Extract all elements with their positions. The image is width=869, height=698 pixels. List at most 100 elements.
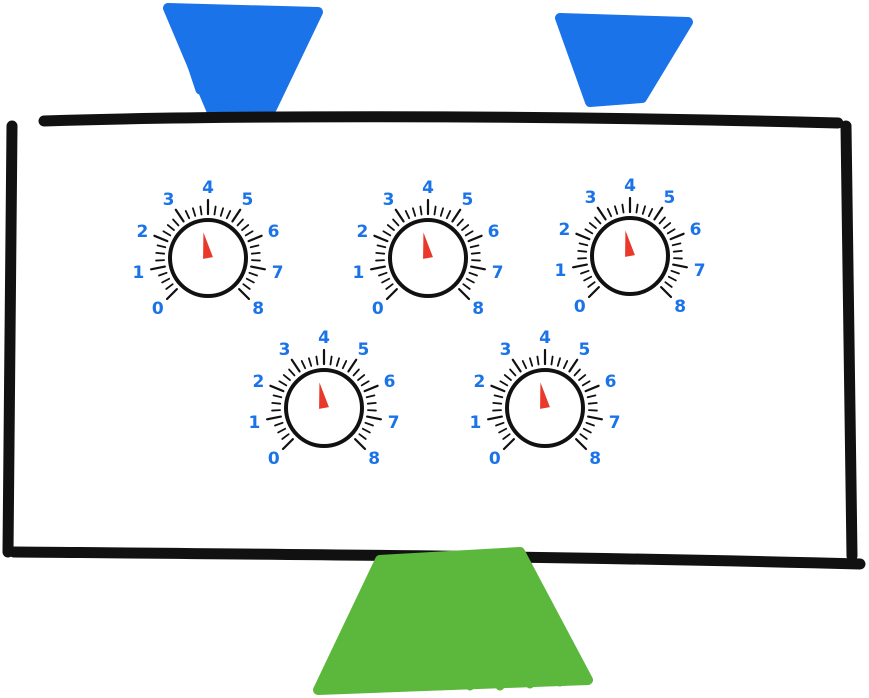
knob-tick	[468, 271, 478, 277]
knob-tick	[266, 415, 282, 421]
knob-tick	[347, 358, 358, 373]
knob-tick	[244, 230, 254, 237]
knob-tick	[241, 224, 250, 231]
knob-tick	[606, 208, 613, 218]
knob-tick	[664, 281, 673, 288]
knob[interactable]: 01 23 4 56 78	[469, 328, 620, 469]
main-box	[2, 111, 866, 570]
knob-tick	[445, 210, 452, 220]
knob-tick	[660, 286, 673, 299]
knob-tick	[572, 263, 588, 269]
knob-tick	[271, 402, 282, 405]
knob-tick	[165, 288, 178, 301]
knob-tick	[352, 368, 360, 377]
knob-tick	[341, 360, 348, 370]
knob-tick	[439, 207, 444, 217]
knob-tick	[360, 380, 370, 387]
knob-scale-label: 4	[422, 178, 434, 198]
knob-tick	[456, 218, 464, 227]
knob-tick	[490, 384, 506, 393]
knob[interactable]: 01 23 4 56 78	[352, 178, 503, 319]
knob-pointer	[203, 232, 213, 259]
blue-funnel-left	[163, 3, 323, 121]
knob-scale-label: 2	[252, 372, 264, 392]
knob-tick	[381, 277, 391, 284]
knob-scale-label: 2	[558, 220, 570, 240]
knob-tick	[499, 380, 509, 387]
knob-tick	[487, 415, 503, 421]
knob-tick	[373, 234, 389, 243]
knob-tick	[315, 355, 319, 366]
knob-scale-label: 7	[388, 413, 400, 433]
knob-tick	[382, 230, 392, 237]
knob-dial[interactable]	[590, 216, 670, 296]
knob-tick	[578, 242, 589, 247]
knob-scale-label: 1	[469, 413, 481, 433]
knob-tick	[242, 283, 251, 290]
knob-tick	[521, 360, 528, 370]
knob-tick	[587, 415, 603, 421]
knob-scale-label: 1	[132, 263, 144, 283]
knob-tick	[584, 228, 594, 235]
knob-tick	[667, 275, 677, 282]
knob-tick	[594, 216, 602, 225]
knob-tick	[365, 394, 376, 399]
knob-scale-label: 1	[554, 261, 566, 281]
knob-scale-label: 0	[268, 449, 280, 469]
knob-tick	[166, 224, 175, 231]
knob-tick	[404, 210, 411, 220]
knob-tick	[165, 283, 174, 290]
knob[interactable]: 01 23 4 56 78	[248, 328, 399, 469]
knob-tick	[361, 427, 371, 434]
knob-tick	[587, 402, 598, 405]
knob-scale-label: 7	[272, 263, 284, 283]
knob-tick	[672, 250, 683, 253]
knob-tick	[509, 368, 517, 377]
knob-tick	[281, 438, 294, 451]
knob-tick	[498, 427, 508, 434]
knob-scale-label: 8	[252, 299, 264, 319]
green-stand	[313, 547, 593, 695]
knob-tick	[451, 208, 462, 223]
knob-tick	[658, 216, 666, 225]
knob-tick	[596, 206, 607, 221]
knob-tick	[274, 421, 284, 427]
knob-tick	[199, 205, 203, 216]
knob-scale-label: 5	[579, 340, 591, 360]
knob-scale-label: 3	[279, 340, 291, 360]
knob-tick	[568, 358, 579, 373]
knob-scale-label: 8	[589, 449, 601, 469]
knob-tick	[370, 265, 386, 271]
knob-tick	[172, 218, 180, 227]
knob-scale-label: 6	[488, 222, 500, 242]
knob-scale-label: 8	[472, 299, 484, 319]
knob-tick	[245, 277, 255, 284]
knob-tick	[647, 208, 654, 218]
knob-tick	[376, 244, 387, 249]
knob-tick	[282, 374, 291, 381]
knob-tick	[550, 355, 554, 366]
knob-tick	[174, 208, 185, 223]
knob-tick	[288, 368, 296, 377]
knob-tick	[458, 288, 471, 301]
knob-tick	[250, 252, 261, 255]
knob-scale-label: 7	[694, 261, 706, 281]
knob-scale-label: 6	[384, 372, 396, 392]
knob-tick	[329, 355, 333, 366]
knob-tick	[278, 380, 288, 387]
knob[interactable]: 01 23 4 56 78	[554, 176, 705, 317]
knob-tick	[467, 234, 483, 243]
knob-tick	[465, 277, 475, 284]
knob-tick	[272, 394, 283, 399]
knob-scale-label: 3	[500, 340, 512, 360]
knob-tick	[231, 208, 242, 223]
knob-tick	[585, 421, 595, 427]
knob-tick	[587, 281, 596, 288]
knob-tick	[588, 222, 597, 229]
knob-tick	[562, 360, 569, 370]
knob-tick	[669, 232, 685, 241]
knob-tick	[614, 205, 619, 215]
knob[interactable]: 01 23 4 56 78	[132, 178, 283, 319]
knob-tick	[464, 230, 474, 237]
